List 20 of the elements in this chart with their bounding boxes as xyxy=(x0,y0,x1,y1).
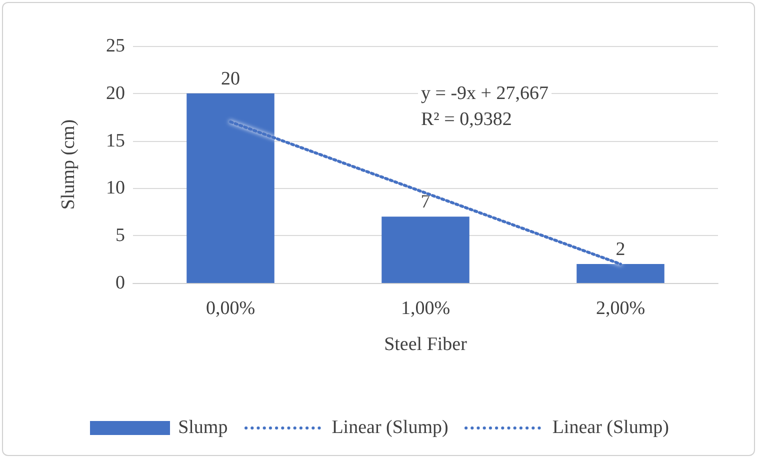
x-tick-label: 2,00% xyxy=(596,298,646,319)
y-tick-label: 25 xyxy=(106,36,125,56)
data-label: 20 xyxy=(221,68,240,90)
legend-label: Slump xyxy=(178,417,228,439)
x-axis-title: Steel Fiber xyxy=(384,334,468,355)
y-tick-label: 20 xyxy=(106,82,125,104)
annotation: y = -9x + 27,667 xyxy=(420,83,549,104)
y-tick-label: 10 xyxy=(106,178,125,199)
y-axis-title: Slump (cm) xyxy=(58,119,79,210)
data-label: 2 xyxy=(616,239,626,260)
data-label: 7 xyxy=(420,192,430,213)
y-tick-label: 5 xyxy=(116,225,125,246)
y-tick-label: 0 xyxy=(116,272,125,294)
legend-label: Linear (Slump) xyxy=(332,417,448,439)
bar xyxy=(382,216,470,283)
x-tick-label: 0,00% xyxy=(206,298,256,319)
legend-label: Linear (Slump) xyxy=(552,417,669,439)
x-tick-label: 1,00% xyxy=(400,298,450,319)
y-tick-label: 15 xyxy=(106,130,125,152)
annotation: R² = 0,9382 xyxy=(420,109,512,130)
